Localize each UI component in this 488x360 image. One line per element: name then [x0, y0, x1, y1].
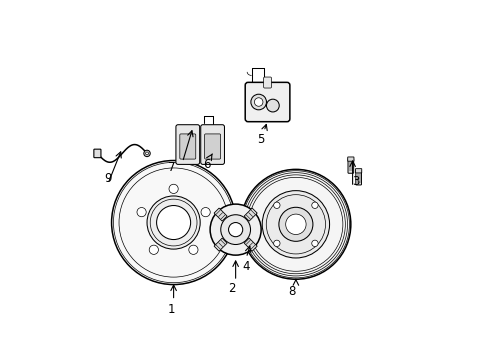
Circle shape [262, 191, 329, 258]
Text: 7: 7 [168, 161, 175, 174]
FancyBboxPatch shape [355, 170, 361, 185]
Circle shape [220, 215, 250, 244]
Circle shape [273, 202, 280, 208]
Circle shape [149, 245, 158, 255]
Circle shape [137, 207, 146, 217]
Circle shape [241, 169, 350, 279]
Circle shape [311, 202, 318, 208]
FancyBboxPatch shape [180, 134, 195, 159]
Text: 1: 1 [168, 303, 175, 316]
Circle shape [145, 152, 148, 155]
Circle shape [188, 245, 198, 255]
Circle shape [228, 222, 242, 237]
Text: 8: 8 [288, 285, 295, 298]
Circle shape [111, 161, 235, 284]
Circle shape [311, 240, 318, 247]
Text: 4: 4 [242, 260, 249, 273]
Text: 6: 6 [203, 158, 211, 171]
Text: 5: 5 [256, 133, 264, 146]
Circle shape [273, 240, 280, 247]
FancyBboxPatch shape [347, 157, 353, 161]
FancyBboxPatch shape [200, 125, 224, 165]
FancyBboxPatch shape [347, 158, 353, 173]
FancyBboxPatch shape [176, 125, 199, 165]
Circle shape [156, 206, 190, 239]
Circle shape [147, 196, 200, 249]
Circle shape [285, 214, 305, 234]
Text: 2: 2 [228, 282, 235, 294]
Circle shape [254, 98, 263, 106]
Circle shape [210, 204, 261, 255]
Circle shape [201, 207, 210, 217]
FancyBboxPatch shape [204, 134, 220, 159]
Polygon shape [214, 208, 226, 221]
FancyBboxPatch shape [263, 77, 271, 88]
FancyBboxPatch shape [94, 149, 101, 158]
Circle shape [278, 207, 312, 241]
Polygon shape [244, 208, 257, 221]
FancyBboxPatch shape [355, 168, 361, 173]
Circle shape [266, 99, 279, 112]
Circle shape [143, 150, 150, 157]
Text: 9: 9 [104, 172, 112, 185]
Circle shape [169, 184, 178, 193]
Polygon shape [214, 238, 226, 251]
Text: 3: 3 [352, 175, 359, 188]
Circle shape [250, 94, 266, 110]
Polygon shape [244, 238, 257, 251]
FancyBboxPatch shape [244, 82, 289, 122]
